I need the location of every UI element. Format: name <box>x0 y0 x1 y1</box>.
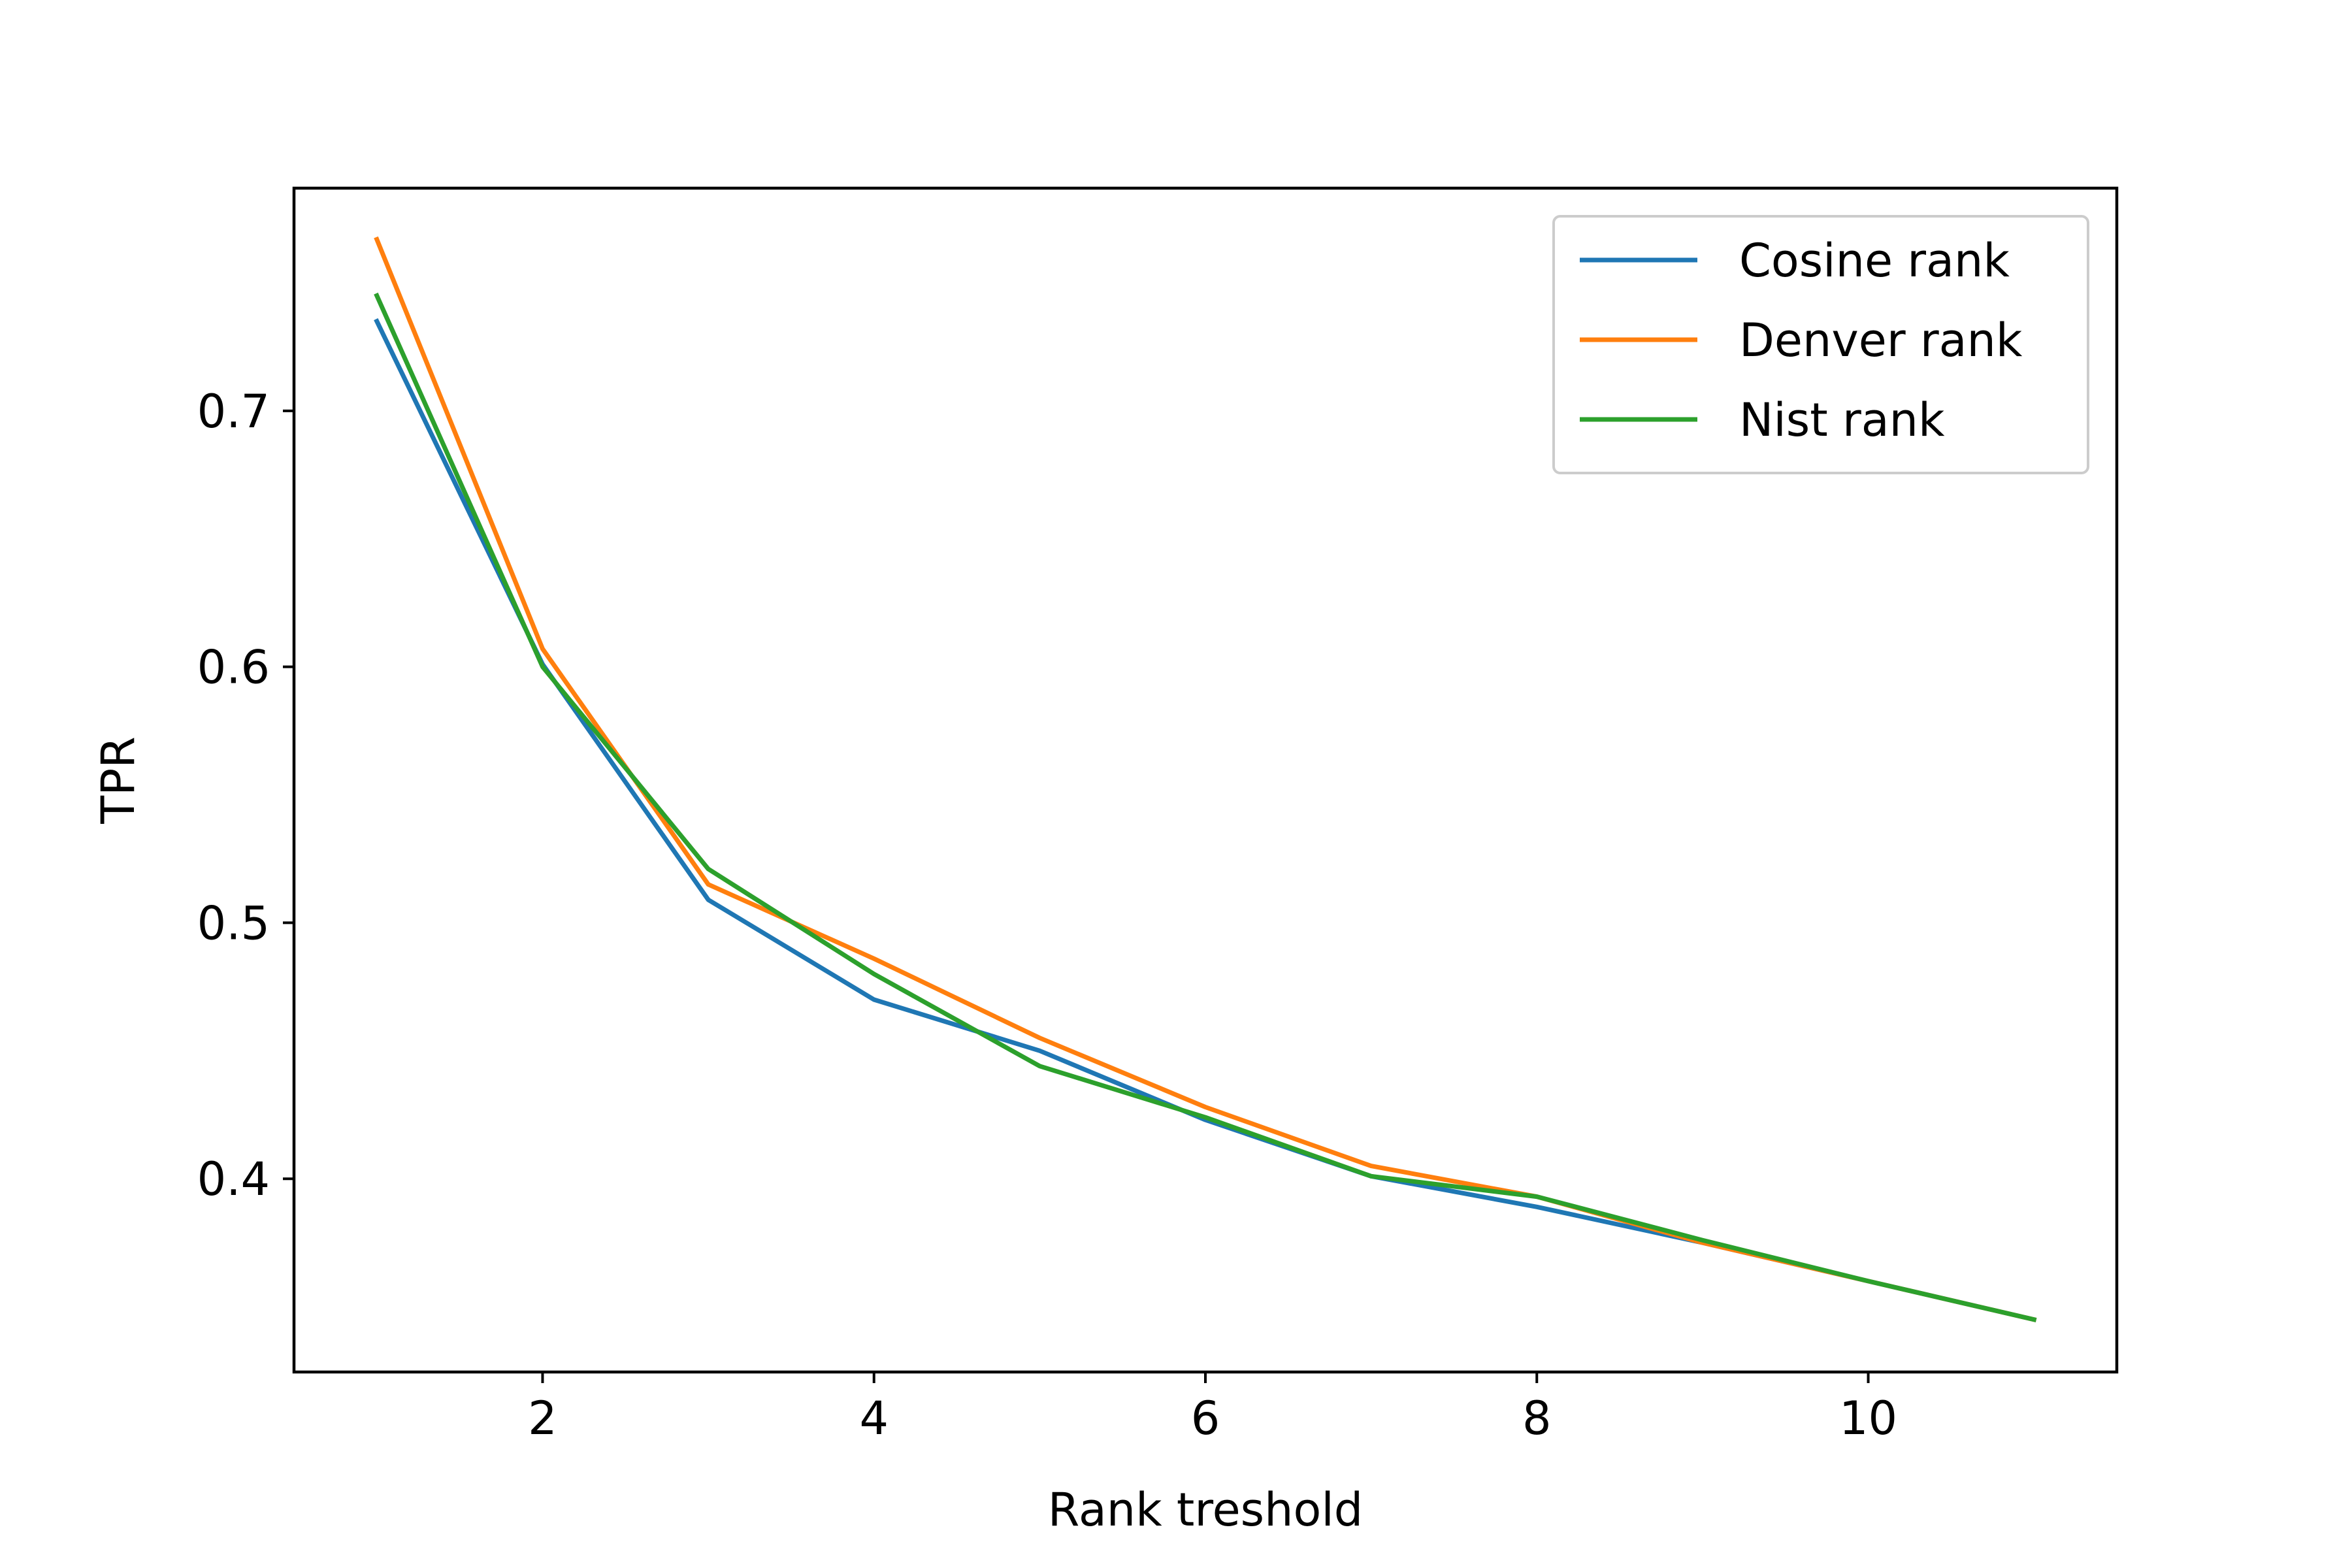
legend-label-2: Denver rank <box>1739 314 2023 367</box>
series-layer <box>374 236 2037 1322</box>
legend: Cosine rank Denver rank Nist rank <box>1552 215 2089 474</box>
x-tick-label: 2 <box>528 1392 557 1445</box>
y-axis: 0.4 0.5 0.6 0.7 <box>197 385 294 1206</box>
y-tick-label: 0.7 <box>197 385 270 438</box>
legend-label-1: Cosine rank <box>1739 234 2010 287</box>
y-tick-label: 0.6 <box>197 641 270 694</box>
y-axis-label: TPR <box>91 736 145 825</box>
x-tick-label: 4 <box>859 1392 889 1445</box>
legend-box <box>1552 215 2089 474</box>
x-axis-label: Rank treshold <box>1048 1483 1363 1537</box>
y-tick-label: 0.5 <box>197 896 270 950</box>
x-tick-label: 10 <box>1839 1392 1897 1445</box>
legend-label-3: Nist rank <box>1739 393 1945 447</box>
x-axis: 2 4 6 8 10 <box>528 1372 1897 1445</box>
y-tick-label: 0.4 <box>197 1152 270 1206</box>
x-tick-label: 8 <box>1522 1392 1552 1445</box>
x-tick-label: 6 <box>1191 1392 1220 1445</box>
series-line-3 <box>374 292 2037 1322</box>
